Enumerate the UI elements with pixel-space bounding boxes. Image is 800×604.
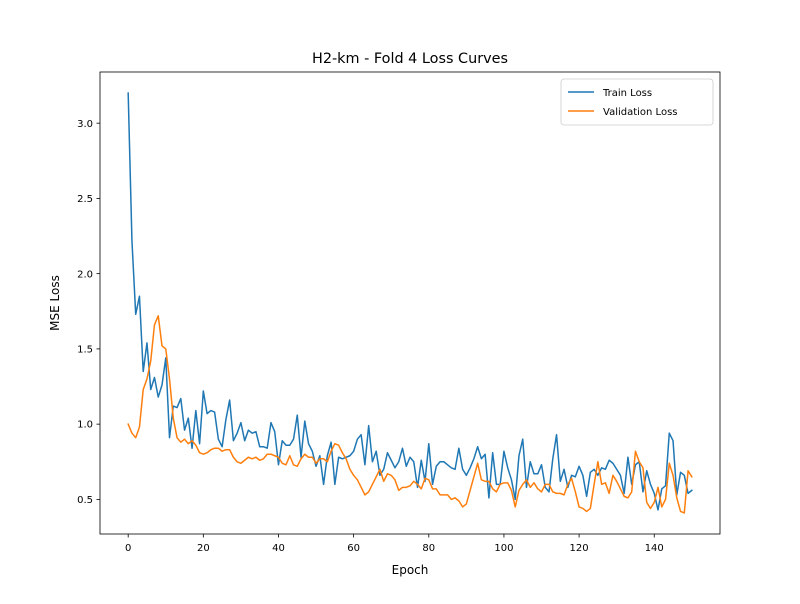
y-tick-label: 2.5 <box>77 194 93 205</box>
legend: Train Loss Validation Loss <box>560 78 714 126</box>
x-tick-label: 60 <box>347 543 360 554</box>
x-tick-label: 120 <box>570 543 589 554</box>
x-tick-label: 100 <box>494 543 513 554</box>
x-tick-label: 40 <box>272 543 285 554</box>
y-axis-label: MSE Loss <box>48 275 62 331</box>
y-tick-label: 3.0 <box>77 119 93 130</box>
axes-layer: 0 20 40 60 80 100 120 140 0.5 1.0 1.5 2.0 2.5 3.0 <box>77 71 721 554</box>
y-tick-label: 0.5 <box>77 495 93 506</box>
chart-title: H2-km - Fold 4 Loss Curves <box>312 51 508 67</box>
x-tick-label: 140 <box>645 543 664 554</box>
axes-frame <box>99 71 721 535</box>
series-layer <box>127 92 693 514</box>
legend-label-train: Train Loss <box>602 88 652 99</box>
x-tick-label: 80 <box>422 543 435 554</box>
y-tick-label: 1.5 <box>77 344 93 355</box>
x-axis-label: Epoch <box>392 563 429 577</box>
legend-label-validation: Validation Loss <box>603 107 678 118</box>
x-tick-label: 20 <box>197 543 210 554</box>
series-line-validation <box>127 315 693 514</box>
series-line-train <box>127 92 693 511</box>
x-tick-label: 0 <box>125 543 131 554</box>
y-tick-label: 1.0 <box>77 420 93 431</box>
y-tick-label: 2.0 <box>77 269 93 280</box>
legend-box <box>560 78 714 126</box>
